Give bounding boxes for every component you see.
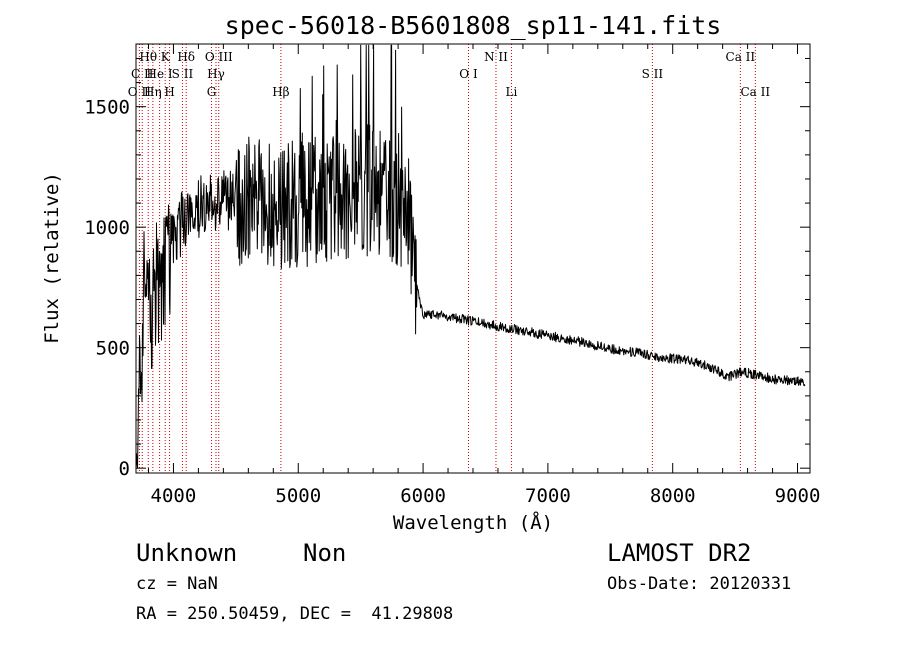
coordinates: RA = 250.50459, DEC = 41.29808 xyxy=(136,604,454,624)
spectral-line-label: He I xyxy=(147,67,173,81)
spectral-line-label: S II xyxy=(172,67,194,81)
spectral-line-label: Hβ xyxy=(272,85,289,99)
y-axis-label: Flux (relative) xyxy=(41,172,63,344)
spectral-line-label: Hγ xyxy=(207,67,225,81)
y-tick-label: 1000 xyxy=(84,217,130,239)
y-tick-label: 1500 xyxy=(84,97,130,119)
spectral-line-label: N II xyxy=(484,50,508,64)
spectral-line-label: Ca II xyxy=(726,50,756,64)
spectrum-chart: spec-56018-B5601808_sp11-141.fits O II C … xyxy=(41,11,820,534)
axis-tick-labels: 4000 5000 6000 7000 8000 9000 0 500 1000 1500 xyxy=(84,97,820,507)
spectral-line-label: Hθ xyxy=(139,50,157,64)
spectral-line-label: Hη xyxy=(144,85,162,99)
object-subclass: Non xyxy=(303,539,347,567)
x-tick-label: 6000 xyxy=(400,485,446,507)
obs-date: Obs-Date: 20120331 xyxy=(607,574,792,594)
x-tick-label: 9000 xyxy=(775,485,821,507)
redshift-value: cz = NaN xyxy=(136,574,218,594)
spectral-line-label: Hδ xyxy=(177,50,195,64)
x-tick-label: 8000 xyxy=(650,485,696,507)
x-tick-label: 5000 xyxy=(275,485,321,507)
spectral-line-label: Li xyxy=(506,85,518,99)
x-tick-label: 7000 xyxy=(525,485,571,507)
spectral-line-markers xyxy=(138,44,756,473)
spectral-line-label: O I xyxy=(459,67,478,81)
x-axis-label: Wavelength (Å) xyxy=(393,511,553,534)
spectral-line-label: K xyxy=(161,50,171,64)
spectral-line-label: Ca II xyxy=(741,85,771,99)
survey-name: LAMOST DR2 xyxy=(607,539,752,567)
spectral-line-labels: O II C II Hθ Hη He I K H S II Hδ G Hγ O III Hβ O I N I… xyxy=(128,50,771,99)
y-tick-label: 0 xyxy=(119,458,130,480)
y-tick-label: 500 xyxy=(96,338,130,360)
axis-ticks xyxy=(136,44,810,473)
spectral-line-label: S II xyxy=(642,67,664,81)
x-tick-label: 4000 xyxy=(151,485,197,507)
spectral-line-label: O III xyxy=(205,50,233,64)
spectral-line-label: O II xyxy=(128,85,151,99)
spectral-line-label: H xyxy=(164,85,174,99)
object-class: Unknown xyxy=(136,539,238,567)
chart-title: spec-56018-B5601808_sp11-141.fits xyxy=(225,11,722,40)
plot-frame xyxy=(135,43,811,474)
spectral-line-label: C II xyxy=(131,67,154,81)
spectrum-line xyxy=(135,44,806,469)
spectral-line-label: G xyxy=(207,85,217,99)
